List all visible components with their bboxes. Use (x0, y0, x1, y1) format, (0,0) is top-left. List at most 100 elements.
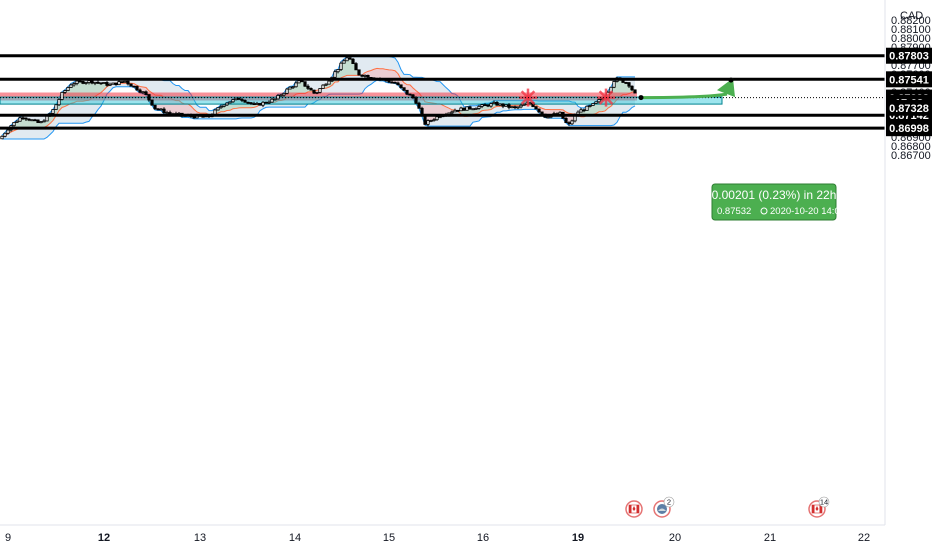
projection-end-point (728, 77, 734, 83)
candle-body (126, 80, 130, 85)
channel-tint (486, 106, 490, 111)
projection-change-text: 0.00201 (0.23%) in 22h (712, 188, 837, 202)
candle-body (147, 94, 151, 101)
channel-tint (567, 113, 571, 124)
channel-tint (582, 110, 586, 117)
candle-body (405, 89, 409, 95)
candle-body (408, 93, 412, 96)
y-tick-label: 0.86800 (891, 141, 931, 153)
clock-icon (760, 207, 768, 215)
channel-tint (552, 109, 556, 114)
channel-tint (432, 103, 436, 120)
candle-body (582, 109, 586, 112)
channel-tint (306, 88, 310, 92)
x-tick-label: 21 (764, 532, 776, 544)
candle-body (153, 104, 157, 110)
channel-tint (594, 101, 598, 114)
candle-body (507, 104, 511, 108)
candle-body (390, 81, 394, 84)
candle-body (87, 80, 91, 83)
channel-tint (189, 106, 193, 117)
channel-tint (381, 68, 385, 80)
channel-tint (387, 69, 391, 83)
level-price-tag (886, 47, 932, 64)
candle-body (471, 108, 475, 111)
candle-body (345, 57, 349, 62)
x-tick-label: 13 (194, 532, 206, 544)
earnings-icon[interactable]: 2 (653, 496, 675, 518)
candle-body (522, 103, 526, 106)
channel-tint (570, 113, 574, 121)
channel-tint (93, 82, 97, 97)
channel-tint (132, 83, 136, 87)
channel-tint (612, 81, 616, 103)
current-price-tag-text: 0.87328 (889, 103, 929, 115)
candle-body (504, 104, 508, 107)
candle-body (42, 120, 46, 123)
candle-body (60, 91, 64, 100)
candle-body (108, 83, 112, 86)
candle-body (12, 122, 16, 127)
candle-body (285, 88, 289, 94)
level-price-tag (886, 120, 932, 137)
projection-target-text: 0.87532 (717, 206, 751, 217)
channel-tint (96, 82, 100, 95)
candle-body (324, 83, 328, 86)
candle-body (228, 101, 232, 104)
candle-body (591, 103, 595, 106)
candle-body (513, 106, 517, 109)
channel-tint (474, 108, 478, 114)
candle-body (135, 86, 139, 91)
candle-body (243, 100, 247, 103)
currency-label: CAD (900, 10, 923, 22)
candle-body (114, 82, 118, 86)
y-axis[interactable]: 0.882000.881000.880000.879000.877000.876… (891, 15, 931, 162)
projection-label-box[interactable] (711, 183, 837, 221)
candle-body (477, 105, 481, 109)
candle-body (51, 109, 55, 114)
y-tick-label: 0.88200 (891, 15, 931, 27)
channel-tint (558, 109, 562, 113)
channel-tint (543, 109, 547, 118)
candle-body (432, 119, 436, 122)
channel-tint (384, 69, 388, 81)
x-tick-label: 20 (669, 532, 681, 544)
candle-body (300, 80, 304, 83)
level-layer[interactable] (0, 54, 885, 130)
candle-body (585, 105, 589, 111)
channel-tint (345, 57, 349, 76)
channel-tint (372, 69, 376, 79)
candle-body (537, 108, 541, 113)
channel-tint (162, 97, 166, 113)
candle-body (120, 81, 124, 83)
candle-body (240, 99, 244, 101)
canada-flag-icon[interactable]: 14 (808, 496, 830, 518)
channel-tint (336, 69, 340, 82)
candle-body (429, 120, 433, 122)
canada-flag-icon[interactable] (625, 500, 643, 518)
candle-body (219, 106, 223, 109)
candle-body (165, 112, 169, 114)
projection-layer[interactable]: 0.00201 (0.23%) in 22h 0.87532 2020-10-20 … (638, 77, 846, 221)
x-axis[interactable]: 9 12 13 14 15 16 19 20 21 22 (5, 532, 870, 544)
event-count-badge: 14 (820, 498, 828, 507)
level-price-tag (886, 71, 932, 88)
channel-tint (405, 84, 409, 95)
candle-body (519, 104, 523, 108)
channel-tint (408, 84, 412, 95)
candle-body (294, 82, 298, 88)
candle-body (279, 94, 283, 97)
channel-tint (516, 105, 520, 107)
event-markers[interactable]: 2 14 (625, 496, 830, 518)
candle-body (141, 91, 145, 94)
candle-body (474, 108, 478, 110)
channel-tint (483, 104, 487, 111)
candle-body (336, 69, 340, 73)
candle-body (138, 89, 142, 93)
candle-body (246, 101, 250, 104)
candle-body (312, 89, 316, 94)
channel-tint (171, 99, 175, 115)
candle-body (435, 116, 439, 121)
